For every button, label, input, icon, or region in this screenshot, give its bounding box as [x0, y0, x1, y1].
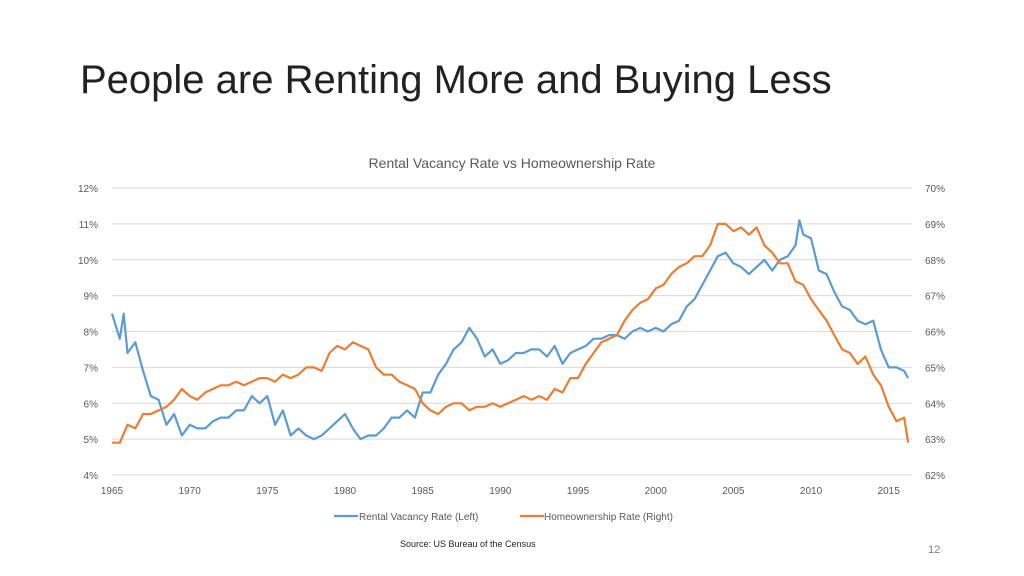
right-tick-label: 70%	[925, 184, 945, 195]
legend-label: Rental Vacancy Rate (Left)	[359, 512, 478, 523]
slide-title: People are Renting More and Buying Less	[80, 58, 832, 102]
left-tick-label: 4%	[84, 471, 99, 482]
left-tick-label: 10%	[78, 256, 98, 267]
right-tick-label: 66%	[925, 328, 945, 339]
right-tick-label: 69%	[925, 220, 945, 231]
x-tick-label: 1970	[179, 486, 202, 497]
x-tick-label: 2005	[722, 486, 745, 497]
legend: Rental Vacancy Rate (Left) Homeownership …	[334, 512, 673, 523]
chart-title: Rental Vacancy Rate vs Homeownership Rat…	[369, 155, 656, 171]
x-tick-label: 1990	[489, 486, 512, 497]
x-tick-label: 1980	[334, 486, 357, 497]
series-lines	[110, 219, 910, 444]
x-tick-label: 2010	[800, 486, 823, 497]
x-tick-label: 2015	[878, 486, 901, 497]
page-number: 12	[928, 544, 941, 556]
right-tick-label: 67%	[925, 292, 945, 303]
right-tick-label: 65%	[925, 363, 945, 374]
left-tick-label: 8%	[84, 328, 99, 339]
gridlines	[112, 187, 912, 476]
left-tick-label: 9%	[84, 292, 99, 303]
right-tick-label: 64%	[925, 399, 945, 410]
right-tick-label: 62%	[925, 471, 945, 482]
x-tick-label: 1965	[101, 486, 124, 497]
left-tick-label: 12%	[78, 184, 98, 195]
legend-label: Homeownership Rate (Right)	[544, 512, 673, 523]
left-tick-label: 11%	[79, 220, 98, 231]
x-tick-label: 1975	[256, 486, 279, 497]
left-tick-label: 6%	[84, 399, 99, 410]
left-tick-label: 5%	[84, 435, 99, 446]
rental-vacancy-line	[110, 219, 910, 441]
right-axis: 62% 63% 64% 65% 66% 67% 68% 69% 70%	[925, 184, 945, 482]
x-axis: 1965 1970 1975 1980 1985 1990 1995 2000 2005 2010…	[101, 486, 900, 497]
left-axis: 4% 5% 6% 7% 8% 9% 10% 11% 12%	[78, 184, 98, 482]
right-tick-label: 68%	[925, 256, 945, 267]
left-tick-label: 7%	[84, 363, 99, 374]
x-tick-label: 1985	[412, 486, 435, 497]
x-tick-label: 1995	[567, 486, 590, 497]
source-note: Source: US Bureau of the Census	[400, 539, 536, 549]
x-tick-label: 2000	[645, 486, 668, 497]
right-tick-label: 63%	[925, 435, 945, 446]
homeownership-line	[112, 222, 910, 444]
